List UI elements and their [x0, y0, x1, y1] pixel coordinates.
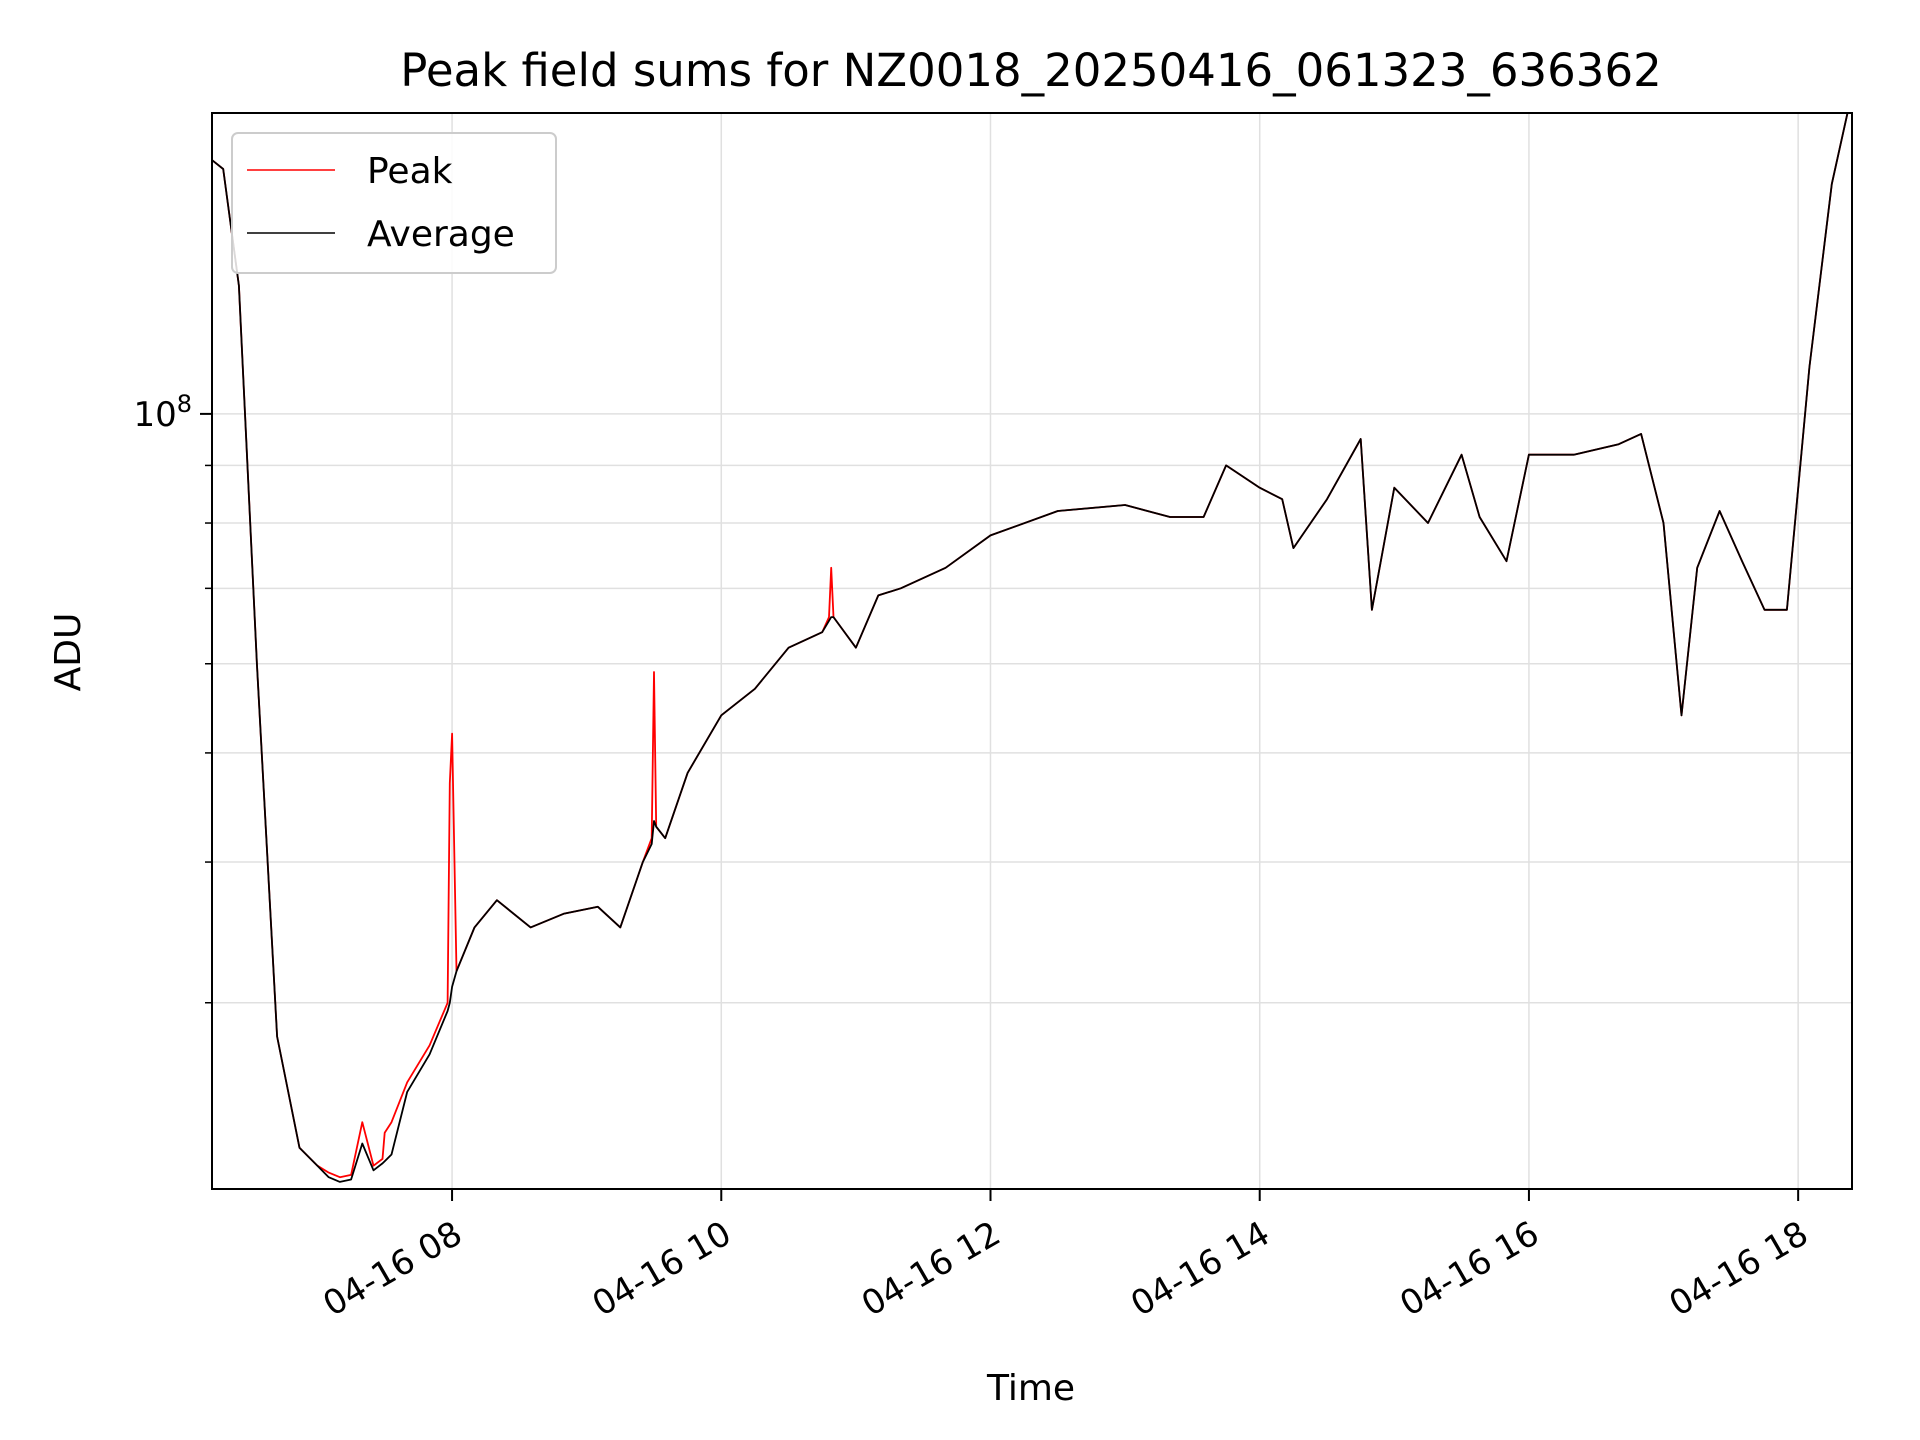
legend: Peak Average	[231, 132, 557, 274]
chart-title: Peak field sums for NZ0018_20250416_0613…	[400, 44, 1661, 97]
grid	[212, 113, 1852, 1189]
legend-label-peak: Peak	[367, 151, 453, 192]
x-axis-label: Time	[986, 1368, 1075, 1409]
y-tick-label: 108	[133, 390, 192, 435]
legend-box	[231, 132, 557, 274]
legend-label-average: Average	[367, 214, 515, 255]
y-axis-label: ADU	[48, 613, 89, 692]
series-line-average	[211, 112, 1849, 1183]
plot-frame	[211, 112, 1853, 1190]
plot-series	[211, 112, 1849, 1183]
